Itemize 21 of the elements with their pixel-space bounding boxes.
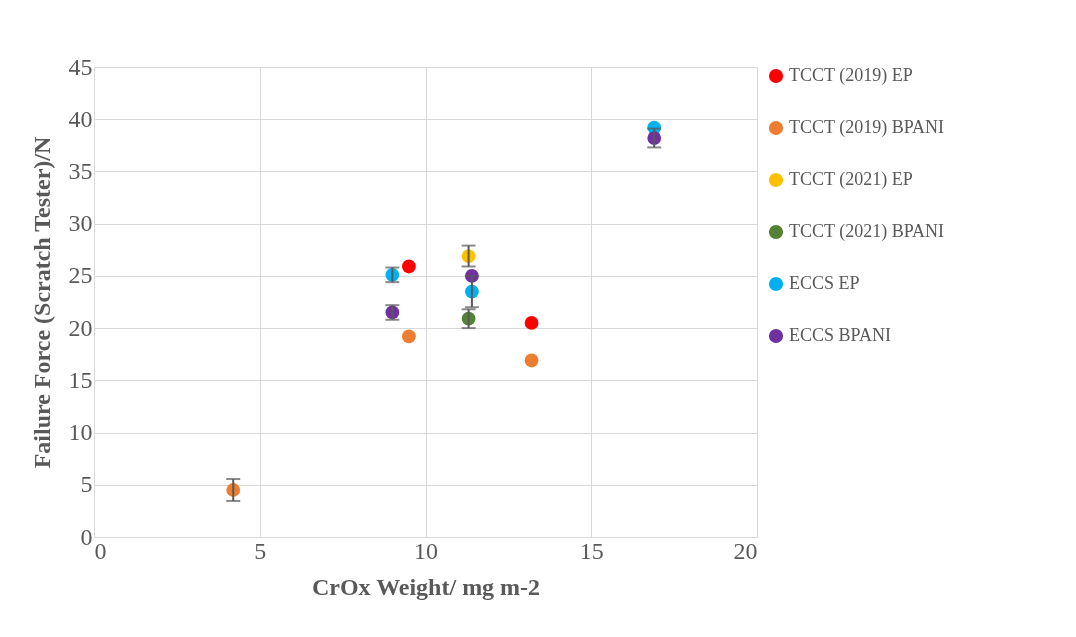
x-tick-label: 20 xyxy=(733,537,758,564)
y-tick-label: 45 xyxy=(68,53,93,80)
x-tick-label: 5 xyxy=(254,537,267,564)
y-axis-title: Failure Force (Scratch Tester)/N xyxy=(28,135,55,469)
y-tick-label: 40 xyxy=(68,105,93,132)
y-tick-label: 25 xyxy=(68,262,93,289)
y-tick-label: 20 xyxy=(68,314,93,341)
legend-label: TCCT (2019) BPANI xyxy=(789,117,945,138)
legend-label: TCCT (2019) EP xyxy=(789,65,913,86)
legend-label: TCCT (2021) EP xyxy=(789,169,913,190)
legend-label: ECCS BPANI xyxy=(789,325,891,345)
x-tick-label: 15 xyxy=(579,537,604,564)
y-tick-label: 15 xyxy=(68,366,93,393)
y-tick-label: 5 xyxy=(80,471,93,498)
y-tick-label: 30 xyxy=(68,210,93,237)
y-tick-label: 10 xyxy=(68,419,93,446)
x-axis-title: CrOx Weight/ mg m-2 xyxy=(311,573,541,600)
legend-label: TCCT (2021) BPANI xyxy=(789,221,945,242)
legend-label: ECCS EP xyxy=(789,273,860,293)
x-tick-label: 10 xyxy=(414,537,438,564)
y-tick-label: 35 xyxy=(68,157,93,184)
